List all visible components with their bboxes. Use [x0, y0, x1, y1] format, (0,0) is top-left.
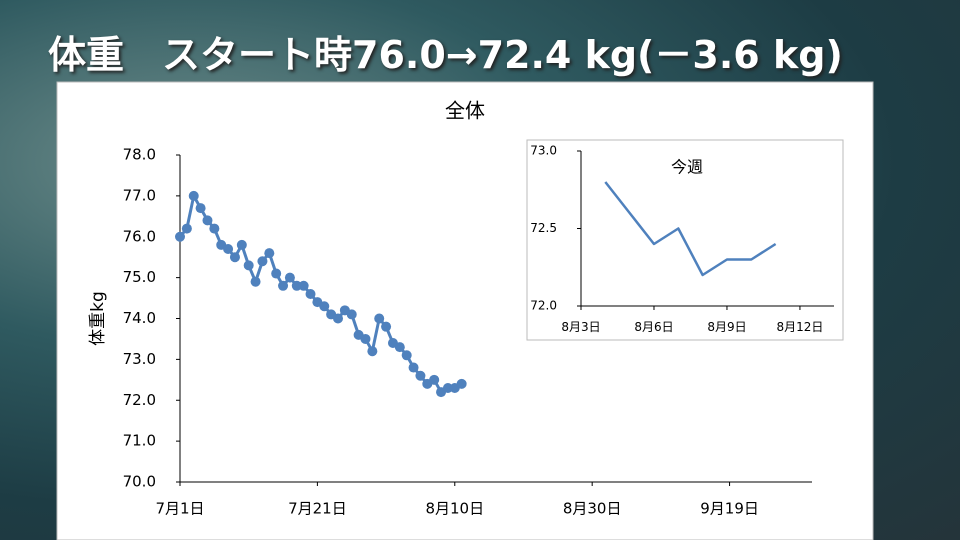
- point: [257, 256, 268, 267]
- point: [188, 190, 199, 201]
- point: [250, 276, 261, 287]
- point: [264, 248, 275, 259]
- x-tick-label: 8月9日: [707, 320, 746, 334]
- point: [236, 239, 247, 250]
- point: [229, 252, 240, 263]
- point: [195, 203, 206, 214]
- y-tick-label: 72.0: [123, 391, 156, 409]
- point: [381, 321, 392, 332]
- point: [305, 288, 316, 299]
- point: [360, 333, 371, 344]
- point: [181, 223, 192, 234]
- x-tick-label: 8月30日: [563, 500, 622, 518]
- point: [319, 301, 330, 312]
- x-tick-label: 9月19日: [700, 500, 759, 518]
- point: [456, 378, 467, 389]
- chart-title: 全体: [445, 99, 485, 123]
- point: [291, 280, 302, 291]
- point: [401, 350, 412, 361]
- point: [271, 268, 282, 279]
- y-tick-label: 70.0: [123, 473, 156, 491]
- point: [429, 374, 440, 385]
- x-tick-label: 8月10日: [425, 500, 484, 518]
- point: [346, 309, 357, 320]
- point: [394, 342, 405, 353]
- point: [284, 272, 295, 283]
- point: [415, 370, 426, 381]
- line-series: [604, 181, 777, 277]
- point: [202, 215, 213, 226]
- point: [442, 382, 453, 393]
- x-tick-label: 8月12日: [776, 320, 823, 334]
- point: [408, 362, 419, 373]
- y-tick-label: 78.0: [123, 146, 156, 164]
- point: [243, 260, 254, 271]
- point: [367, 346, 378, 357]
- y-tick-label: 72.5: [530, 221, 557, 235]
- x-tick-label: 8月3日: [561, 320, 600, 334]
- point: [298, 280, 309, 291]
- point: [333, 313, 343, 324]
- y-tick-label: 72.0: [530, 299, 557, 313]
- x-tick-label: 7月21日: [288, 500, 347, 518]
- y-tick-label: 71.0: [123, 432, 156, 450]
- point: [175, 231, 185, 242]
- point: [278, 280, 289, 291]
- y-tick-label: 73.0: [123, 350, 156, 368]
- slide-title: 体重 スタート時76.0→72.4 kg(－3.6 kg): [48, 33, 843, 77]
- y-tick-label: 75.0: [123, 268, 156, 286]
- x-tick-label: 8月6日: [634, 320, 673, 334]
- y-tick-label: 73.0: [530, 144, 557, 158]
- chart-title: 今週: [671, 158, 703, 177]
- point: [223, 244, 234, 255]
- x-tick-label: 7月1日: [155, 500, 204, 518]
- point: [374, 313, 385, 324]
- y-tick-label: 76.0: [123, 227, 156, 245]
- point: [209, 223, 220, 234]
- y-axis-label: 体重kg: [88, 291, 108, 346]
- y-tick-label: 74.0: [123, 309, 156, 327]
- y-tick-label: 77.0: [123, 186, 156, 204]
